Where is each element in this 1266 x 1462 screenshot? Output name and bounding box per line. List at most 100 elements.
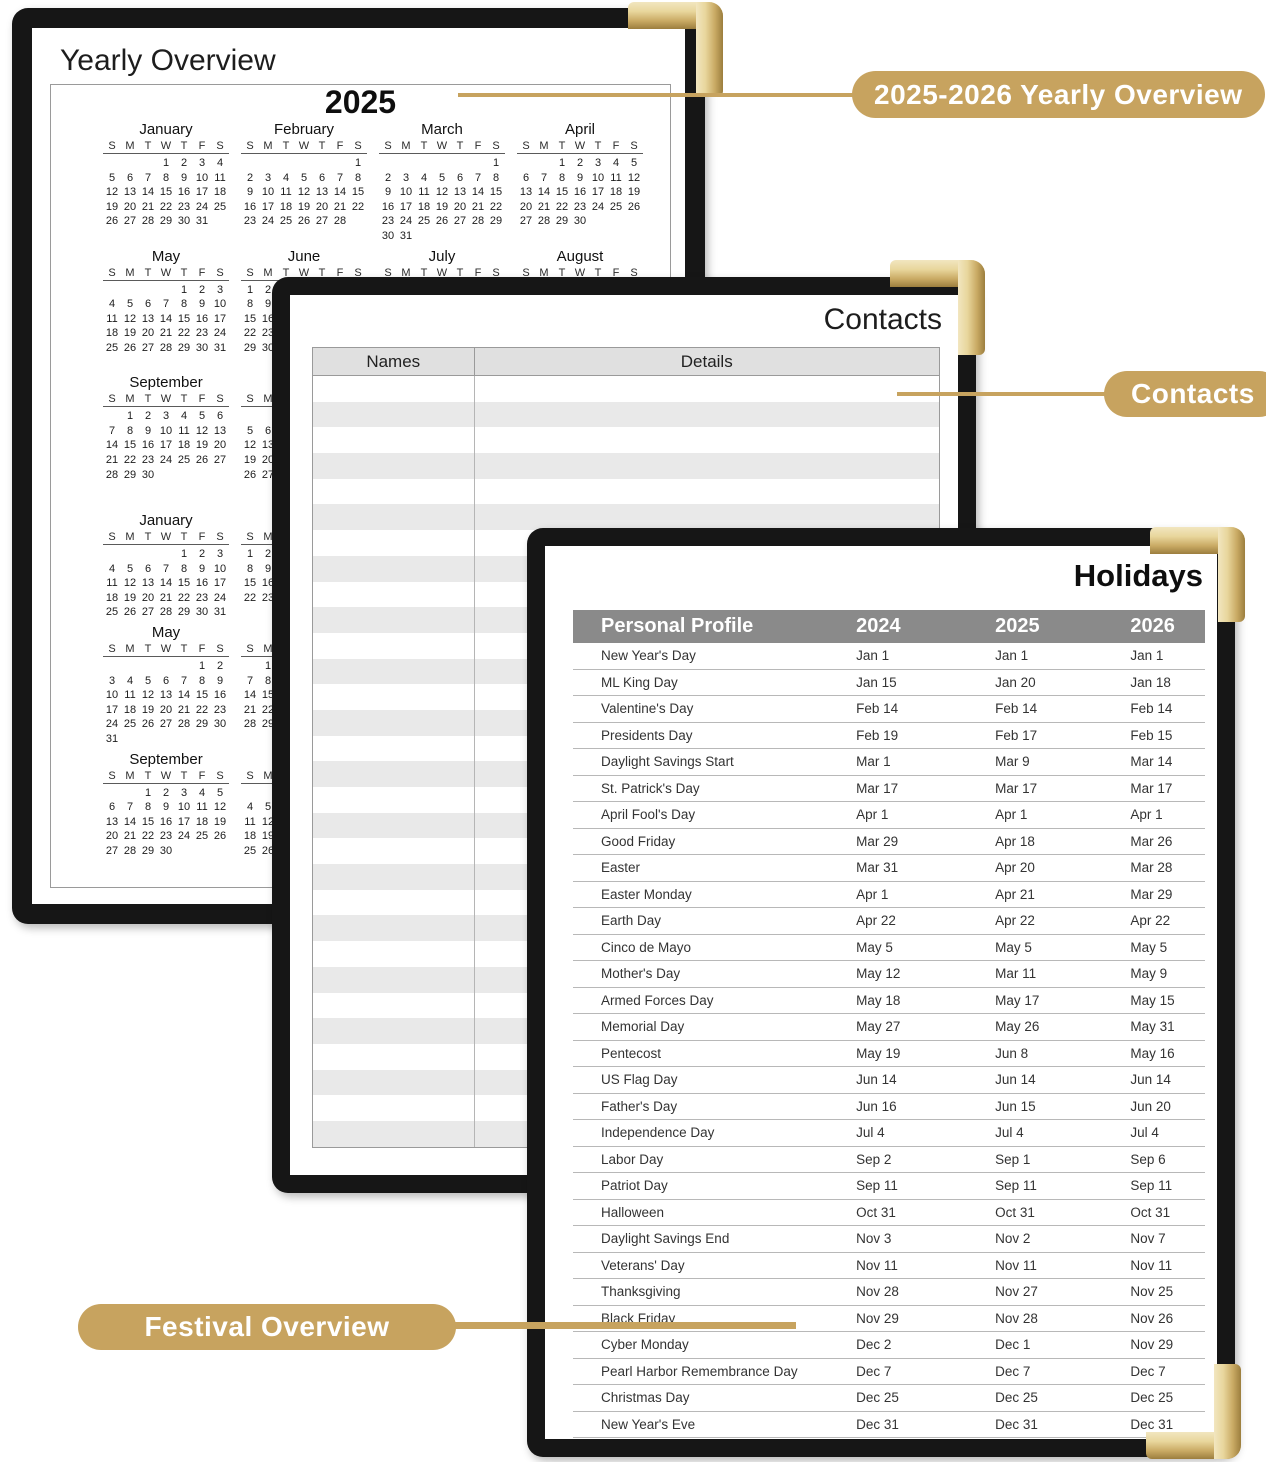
- day-cell: [259, 156, 277, 171]
- callout-line-contacts: [897, 392, 1107, 396]
- day-cell: 22: [159, 200, 173, 213]
- holiday-date: May 19: [856, 1045, 901, 1061]
- day-cell: 21: [243, 703, 257, 716]
- day-cell: 24: [213, 327, 227, 340]
- day-cell: 21: [123, 830, 137, 843]
- day-cell: 23: [261, 327, 275, 340]
- day-cell: [157, 547, 175, 562]
- day-cell: 25: [243, 845, 257, 857]
- holiday-row: Patriot Day Sep 11 Sep 11 Sep 11: [573, 1173, 1205, 1200]
- day-cell: 16: [261, 577, 275, 590]
- day-cell: 28: [177, 718, 191, 731]
- day-cell: 26: [435, 215, 449, 228]
- contacts-name-cell: [313, 941, 475, 967]
- holiday-date: May 17: [995, 992, 1040, 1008]
- day-cell: 1: [264, 660, 272, 673]
- day-cell: 30: [177, 215, 191, 228]
- contacts-name-cell: [313, 1018, 475, 1044]
- day-cell: 11: [214, 171, 226, 184]
- day-cell: [295, 156, 313, 171]
- weekday-letter: S: [211, 769, 229, 784]
- holiday-date: Nov 11: [1130, 1257, 1173, 1273]
- holiday-date: Jun 8: [995, 1045, 1029, 1061]
- day-cell: 11: [280, 186, 292, 199]
- holidays-header-cell: 2025: [995, 615, 1040, 637]
- day-cell: 26: [105, 215, 119, 228]
- day-cell: 2: [162, 786, 170, 799]
- day-cell: 26: [195, 453, 209, 466]
- gold-corner-holidays-bottom-right-icon: [1146, 1364, 1241, 1459]
- day-cell: 19: [123, 591, 137, 604]
- day-cell: 5: [438, 171, 446, 184]
- day-cell: 11: [244, 815, 256, 828]
- contacts-name-cell: [313, 376, 475, 402]
- day-cell: 28: [471, 215, 485, 228]
- day-cell: 2: [246, 171, 254, 184]
- day-cell: 18: [279, 200, 293, 213]
- day-cell: [193, 468, 211, 483]
- day-cell: 5: [126, 298, 134, 311]
- day-cell: [121, 659, 139, 674]
- weekday-letter: W: [157, 266, 175, 281]
- contacts-name-cell: [313, 1069, 475, 1096]
- weekday-letter: W: [157, 392, 175, 408]
- day-cell: [121, 786, 139, 801]
- day-cell: 8: [492, 171, 500, 184]
- month-name: May: [151, 624, 181, 642]
- day-cell: 30: [195, 606, 209, 619]
- holiday-date: Jun 14: [995, 1072, 1036, 1087]
- day-cell: 14: [123, 815, 137, 828]
- holidays-table: Personal Profile 2024 2025 2026 New Year's D…: [573, 610, 1205, 1438]
- weekday-letter: S: [211, 642, 229, 658]
- day-cell: 15: [141, 815, 155, 828]
- holiday-date: Dec 7: [1130, 1363, 1166, 1379]
- holidays-header-cell: Personal Profile: [601, 615, 754, 637]
- month-block: January S M T W T F S 1 2 3 4 5 6 7 8 9 10 11 12 13 14 15 16 17 1…: [97, 121, 235, 244]
- contacts-name-cell: [313, 812, 475, 839]
- day-cell: 16: [261, 312, 275, 325]
- day-cell: 8: [246, 562, 254, 575]
- day-cell: 4: [282, 171, 290, 184]
- weekday-letter: S: [241, 139, 259, 154]
- holiday-date: Apr 1: [995, 807, 1028, 822]
- day-cell: 9: [162, 801, 170, 814]
- day-cell: 6: [144, 562, 152, 575]
- day-cell: 18: [609, 186, 623, 199]
- day-cell: 15: [195, 689, 209, 702]
- day-cell: 6: [144, 298, 152, 311]
- holiday-name: Independence Day: [601, 1125, 715, 1140]
- holiday-date: Jun 15: [995, 1098, 1036, 1114]
- day-cell: 9: [264, 562, 272, 575]
- day-cell: 13: [141, 312, 155, 325]
- day-cell: 12: [195, 424, 209, 437]
- weekday-letter: T: [139, 642, 157, 658]
- holiday-date: Mar 31: [856, 860, 899, 875]
- holiday-name: New Year's Day: [601, 648, 696, 663]
- weekday-letter: S: [517, 139, 535, 154]
- day-cell: 12: [297, 186, 311, 199]
- holiday-row: ML King Day Jan 15 Jan 20 Jan 18: [573, 670, 1205, 696]
- contacts-name-cell: [313, 889, 475, 916]
- holiday-date: Mar 17: [995, 780, 1038, 796]
- day-cell: 28: [243, 718, 257, 731]
- day-cell: 27: [315, 215, 329, 228]
- holiday-date: May 5: [1130, 939, 1168, 955]
- day-cell: 6: [522, 171, 530, 184]
- day-cell: 23: [243, 215, 257, 228]
- day-cell: 30: [141, 468, 155, 481]
- weekday-letter: M: [121, 139, 139, 154]
- day-cell: 5: [264, 801, 272, 814]
- day-cell: 16: [177, 186, 191, 199]
- month-block: March S M T W T F S 1 2 3 4 5 6 7 8 9 10 11 12 13 14 15 16 17 18 1…: [373, 121, 511, 244]
- contacts-name-cell: [313, 1120, 475, 1147]
- holiday-name: Mother's Day: [601, 966, 681, 981]
- holiday-name: Presidents Day: [601, 727, 693, 743]
- day-cell: 10: [213, 298, 227, 311]
- holiday-row: Pentecost May 19 Jun 8 May 16: [573, 1041, 1205, 1067]
- contacts-name-cell: [313, 427, 475, 454]
- holiday-date: Jan 1: [995, 648, 1029, 663]
- day-cell: 29: [177, 341, 191, 354]
- holiday-date: Sep 11: [1130, 1178, 1173, 1193]
- holiday-row: Easter Mar 31 Apr 20 Mar 28: [573, 855, 1205, 882]
